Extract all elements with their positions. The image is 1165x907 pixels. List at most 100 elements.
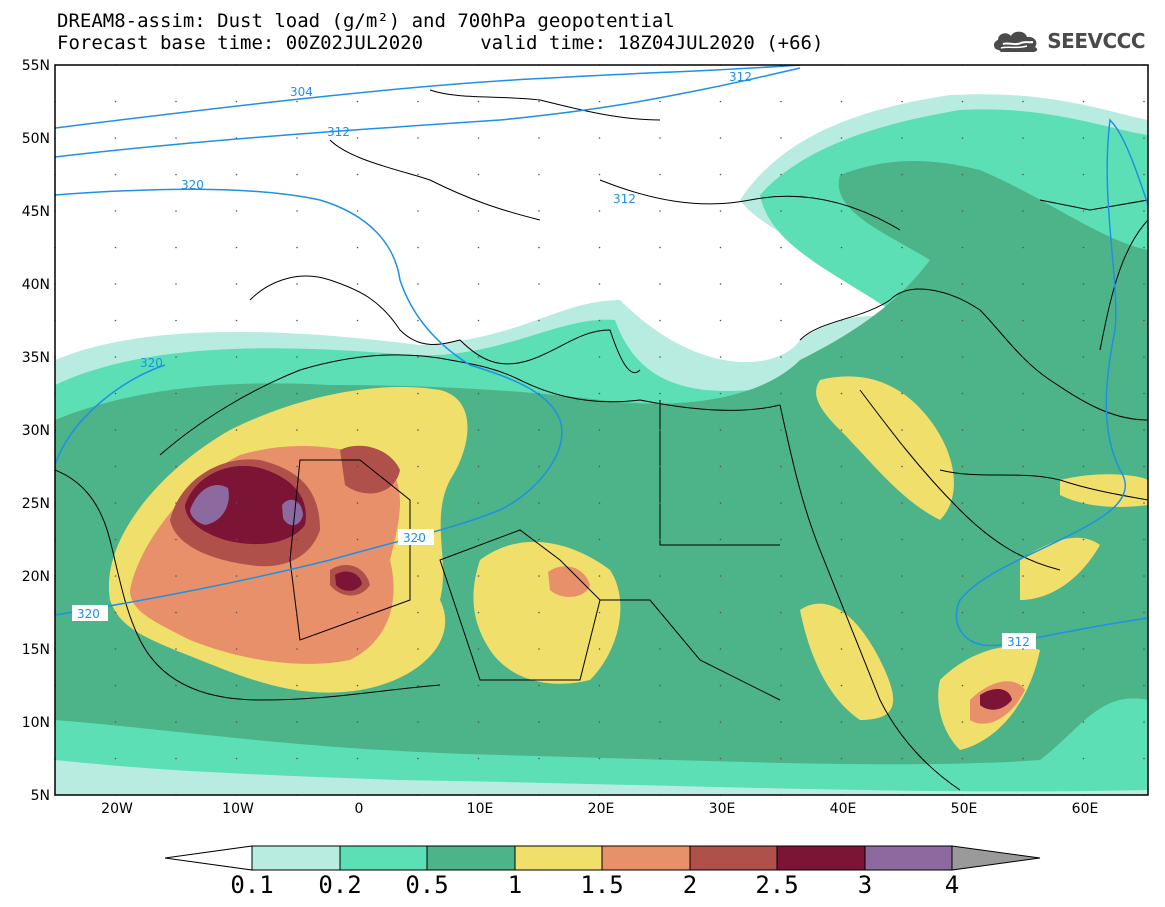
grid-dot: [780, 356, 782, 358]
grid-dot: [840, 684, 843, 687]
grid-dot: [1082, 210, 1085, 212]
grid-dot: [114, 100, 117, 103]
lat-label: 30N: [22, 423, 50, 439]
grid-dot: [780, 648, 782, 650]
grid-dot: [598, 283, 601, 285]
grid-dot: [961, 356, 964, 358]
grid-dot: [175, 611, 177, 614]
grid-dot: [901, 757, 903, 760]
dust-band-1-redsea: [800, 603, 894, 720]
grid-dot: [296, 100, 298, 103]
grid-dot: [417, 356, 419, 358]
grid-dot: [659, 137, 661, 139]
grid-dot: [175, 502, 177, 504]
grid-dot: [417, 757, 419, 760]
grid-dot: [175, 173, 177, 176]
colorbar-segment: [601, 845, 691, 871]
grid-dot: [1022, 173, 1024, 176]
map-frame: [54, 64, 1149, 796]
grid-dot: [477, 283, 480, 285]
grid-dot: [235, 100, 238, 103]
lat-label: 45N: [22, 204, 50, 220]
grid-dot: [780, 173, 782, 176]
grid-dot: [114, 611, 117, 614]
grid-dot: [598, 319, 601, 322]
grid-dot: [840, 100, 843, 103]
grid-dot: [901, 684, 903, 687]
lat-label: 40N: [22, 277, 50, 293]
grid-dot: [1082, 173, 1085, 176]
grid-dot: [1022, 100, 1024, 103]
grid-dot: [659, 319, 661, 322]
grid-dot: [477, 210, 480, 212]
grid-dot: [961, 538, 964, 541]
grid-dot: [719, 757, 722, 760]
isoline-label: 320: [403, 531, 426, 545]
grid-dot: [356, 611, 359, 614]
grid-dot: [1082, 429, 1085, 431]
grid-dot: [840, 721, 843, 723]
grid-dot: [235, 137, 238, 139]
grid-dot: [538, 575, 540, 577]
grid-dot: [417, 465, 419, 468]
grid-dot: [659, 611, 661, 614]
grid-dot: [719, 538, 722, 541]
grid-dot: [1082, 684, 1085, 687]
map-header: DREAM8-assim: Dust load (g/m²) and 700hP…: [57, 10, 823, 54]
grid-dot: [901, 392, 903, 395]
grid-dot: [840, 392, 843, 395]
grid-dot: [780, 283, 782, 285]
grid-dot: [114, 502, 117, 504]
grid-dot: [719, 575, 722, 577]
map-title: DREAM8-assim: Dust load (g/m²) and 700hP…: [57, 10, 675, 32]
grid-dot: [659, 100, 661, 103]
isoline-label: 304: [290, 85, 313, 99]
grid-dot: [417, 319, 419, 322]
lat-labels: 55N 50N 45N 40N 35N 30N 25N 20N 15N 10N …: [22, 58, 50, 804]
grid-dot: [1082, 356, 1085, 358]
grid-dot: [175, 757, 177, 760]
grid-dot: [598, 684, 601, 687]
grid-dot: [417, 246, 419, 249]
grid-dot: [1143, 392, 1145, 395]
lon-label: 20W: [101, 801, 133, 817]
grid-dot: [901, 575, 903, 577]
grid-dot: [235, 356, 238, 358]
grid-dot: [840, 319, 843, 322]
grid-dot: [1022, 611, 1024, 614]
grid-dot: [901, 319, 903, 322]
grid-dot: [296, 356, 298, 358]
grid-dot: [780, 465, 782, 468]
lon-label: 40E: [830, 801, 857, 817]
grid-dot: [538, 356, 540, 358]
grid-dot: [235, 502, 238, 504]
grid-dot: [356, 429, 359, 431]
grid-dot: [296, 392, 298, 395]
colorbar-segment: [251, 845, 341, 871]
lon-label: 60E: [1072, 801, 1099, 817]
grid-dot: [780, 575, 782, 577]
logo-text: SEEVCCC: [1047, 29, 1145, 53]
grid-dot: [1022, 721, 1024, 723]
grid-dot: [780, 392, 782, 395]
grid-dot: [1022, 648, 1024, 650]
grid-dot: [296, 283, 298, 285]
grid-dot: [1022, 246, 1024, 249]
grid-dot: [477, 721, 480, 723]
grid-dot: [961, 429, 964, 431]
grid-dot: [598, 538, 601, 541]
grid-dot: [901, 100, 903, 103]
colorbar-segment: [776, 845, 866, 871]
grid-dot: [477, 757, 480, 760]
grid-dot: [1143, 465, 1145, 468]
grid-dot: [356, 173, 359, 176]
grid-dot: [417, 648, 419, 650]
grid-dot: [235, 392, 238, 395]
grid-dot: [840, 648, 843, 650]
grid-dot: [114, 283, 117, 285]
grid-dot: [417, 137, 419, 139]
colorbar-tick-label: 2.5: [755, 871, 798, 899]
grid-dot: [356, 319, 359, 322]
grid-dot: [901, 648, 903, 650]
grid-dot: [901, 246, 903, 249]
